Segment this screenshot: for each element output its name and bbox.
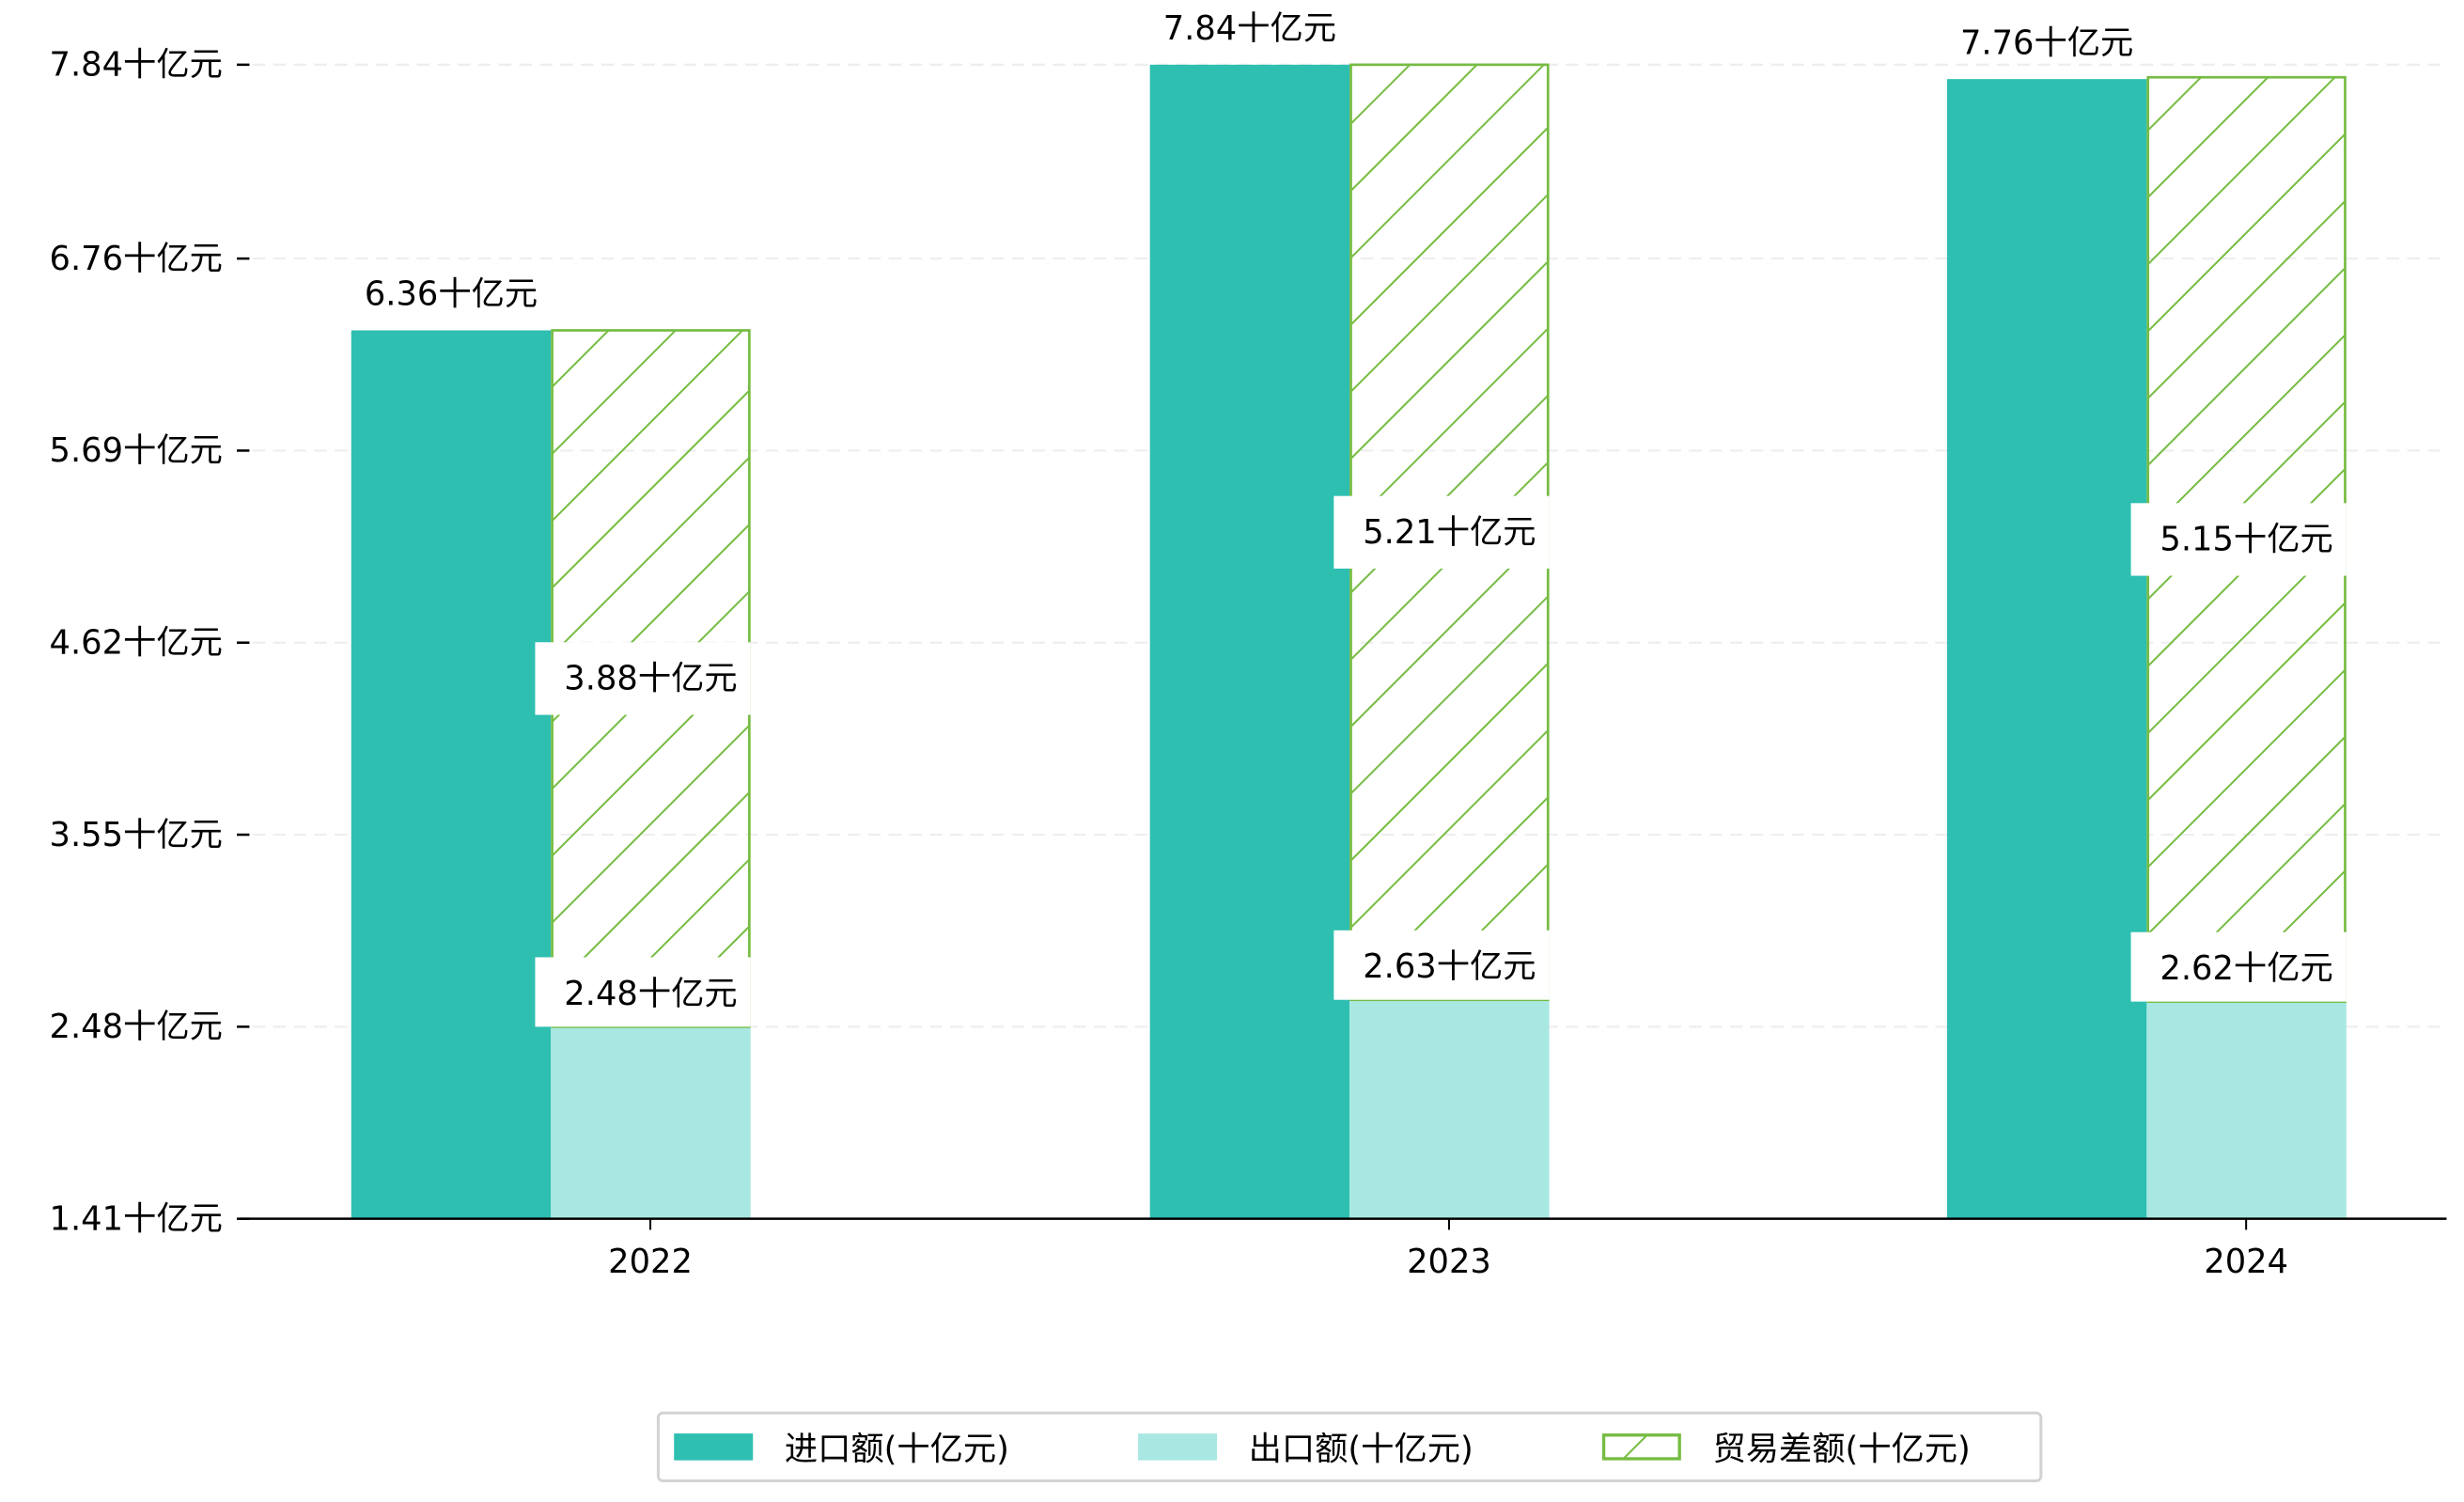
bar-export-2022 — [551, 1026, 751, 1219]
bars — [351, 63, 2347, 1219]
legend: 进口额(十亿元) 出口额(十亿元) 贸易差额(十亿元) — [656, 1411, 2043, 1483]
label-background — [2130, 931, 2347, 1002]
y-tick-label: 5.69十亿元 — [50, 431, 223, 470]
label-background — [1333, 495, 1550, 569]
legend-swatch-hatched — [1601, 1433, 1681, 1461]
value-label-export: 2.62十亿元 — [2160, 949, 2332, 988]
bar-export-2024 — [2146, 1001, 2347, 1219]
value-label-export: 2.63十亿元 — [1363, 947, 1536, 986]
y-tick-label: 6.76十亿元 — [50, 240, 223, 278]
legend-box — [656, 1411, 2043, 1483]
y-tick-label: 1.41十亿元 — [50, 1199, 223, 1238]
label-background — [2130, 503, 2347, 576]
value-labels: 6.36十亿元 3.88十亿元 2.48十亿元 7.84十亿元 5.21十亿元 2.63十… — [365, 9, 2347, 1027]
value-label-balance: 5.15十亿元 — [2160, 521, 2332, 559]
value-label-balance: 5.21十亿元 — [1363, 513, 1536, 552]
label-background — [1333, 930, 1550, 1000]
y-tick-label: 4.62十亿元 — [50, 623, 223, 662]
x-tick-label: 2022 — [608, 1243, 693, 1281]
bar-import-2023 — [1149, 64, 1350, 1219]
label-background — [535, 957, 751, 1027]
legend-swatch — [1138, 1433, 1218, 1461]
legend-swatch — [674, 1433, 754, 1461]
x-tick-label: 2023 — [1407, 1243, 1491, 1281]
x-axis: 2022 2023 2024 — [240, 1217, 2447, 1281]
value-label-export: 2.48十亿元 — [564, 975, 737, 1013]
y-tick-label: 3.55十亿元 — [50, 816, 223, 854]
value-label-import: 7.76十亿元 — [1960, 23, 2133, 62]
label-background — [535, 642, 751, 715]
bar-import-2024 — [1946, 79, 2147, 1219]
x-tick-label: 2024 — [2204, 1243, 2288, 1281]
y-tick-label: 7.84十亿元 — [50, 46, 223, 85]
bar-export-2023 — [1349, 999, 1550, 1219]
bar-import-2022 — [351, 330, 552, 1219]
legend-label: 贸易差额(十亿元) — [1712, 1431, 1970, 1469]
value-label-balance: 3.88十亿元 — [564, 660, 737, 698]
value-label-import: 7.84十亿元 — [1163, 9, 1336, 48]
y-tick-label: 2.48十亿元 — [50, 1008, 223, 1046]
value-label-import: 6.36十亿元 — [365, 275, 538, 314]
legend-label: 出口额(十亿元) — [1249, 1431, 1474, 1469]
y-axis: 1.41十亿元 2.48十亿元 3.55十亿元 4.62十亿元 5.69十亿元 6.76十… — [50, 46, 250, 1238]
legend-label: 进口额(十亿元) — [785, 1431, 1009, 1469]
